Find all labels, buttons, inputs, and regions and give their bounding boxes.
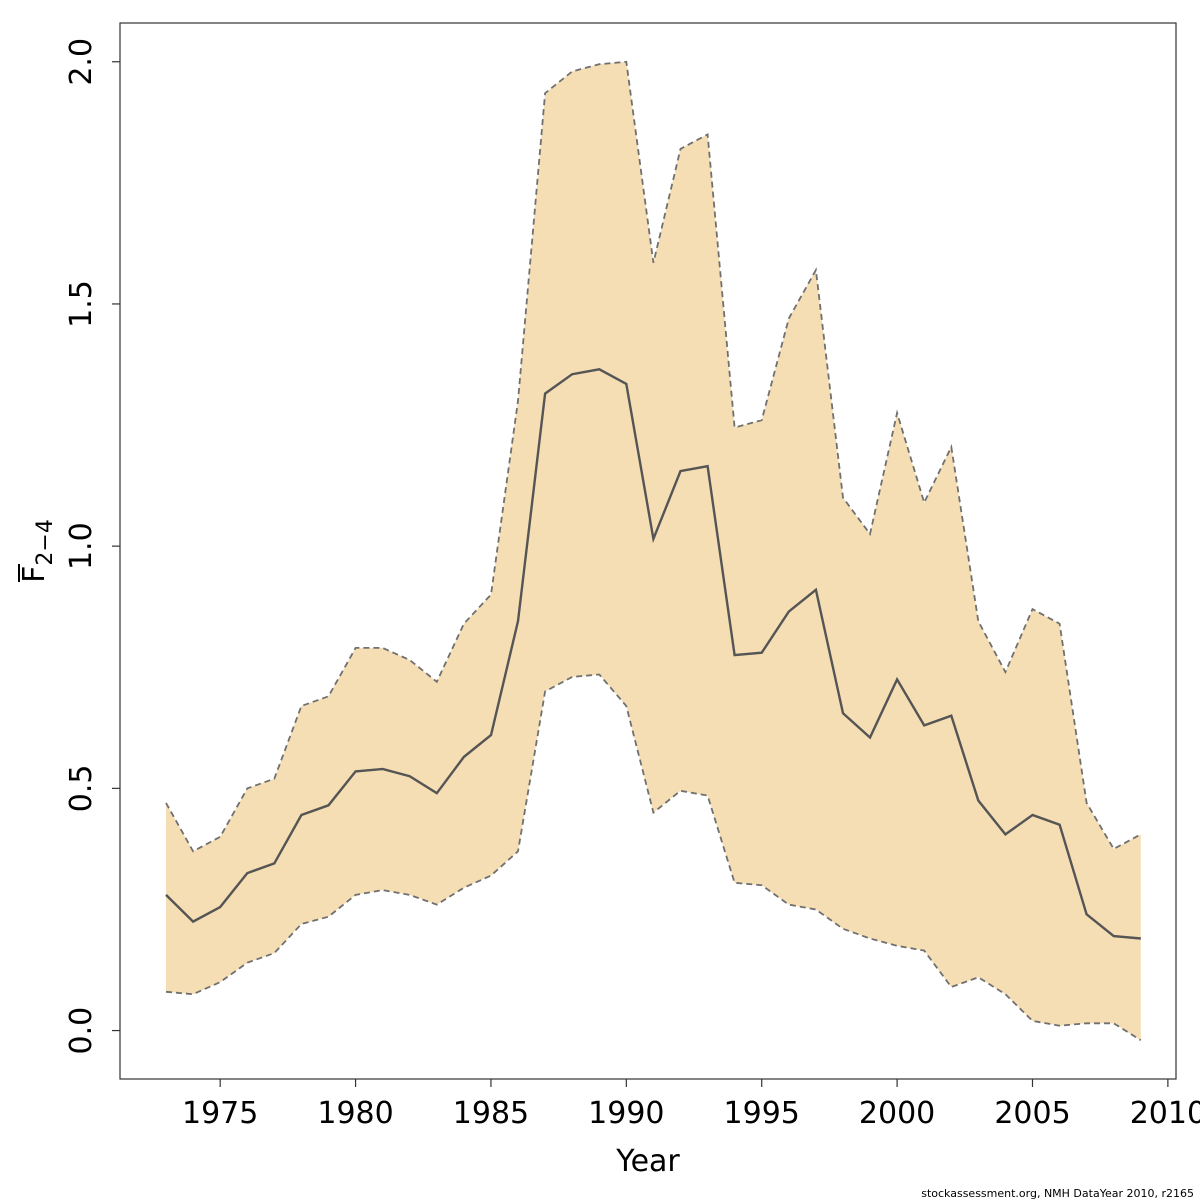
- y-axis-title-main: F: [17, 566, 52, 583]
- y-axis: 0.0 0.5 1.0 1.5 2.0: [64, 38, 120, 1055]
- x-tick-label: 1990: [588, 1096, 664, 1131]
- series-line-upper-bound: [165, 60, 1142, 853]
- series-line-estimate: [165, 368, 1141, 940]
- y-tick-label: 0.5: [64, 765, 99, 813]
- x-axis-title: Year: [615, 1144, 680, 1179]
- y-axis-title-subscript: 2−4: [33, 519, 58, 565]
- svg-text:F2−4: F2−4: [17, 519, 58, 583]
- y-tick-label: 2.0: [64, 38, 99, 86]
- confidence-band: [166, 61, 1141, 1041]
- y-tick-label: 1.0: [64, 522, 99, 570]
- series-line-lower-bound: [165, 673, 1142, 1041]
- x-tick-label: 2005: [994, 1096, 1070, 1131]
- x-tick-label: 2000: [859, 1096, 935, 1131]
- x-tick-label: 1995: [724, 1096, 800, 1131]
- x-tick-label: 1975: [182, 1096, 258, 1131]
- x-tick-label: 1985: [453, 1096, 529, 1131]
- y-tick-label: 1.5: [64, 280, 99, 328]
- plot-frame: [119, 22, 1177, 1080]
- confidence-band-layer: [166, 61, 1141, 1041]
- credit-note: stockassessment.org, NMH DataYear 2010, …: [921, 1187, 1194, 1200]
- y-tick-label: 0.0: [64, 1007, 99, 1055]
- x-tick-label: 2010: [1130, 1096, 1200, 1131]
- x-axis: 1975 1980 1985 1990 1995 2000 2005 2010: [182, 1079, 1200, 1131]
- x-tick-label: 1980: [317, 1096, 393, 1131]
- series-line-layer: [165, 60, 1142, 1041]
- y-axis-title: F2−4: [17, 519, 58, 583]
